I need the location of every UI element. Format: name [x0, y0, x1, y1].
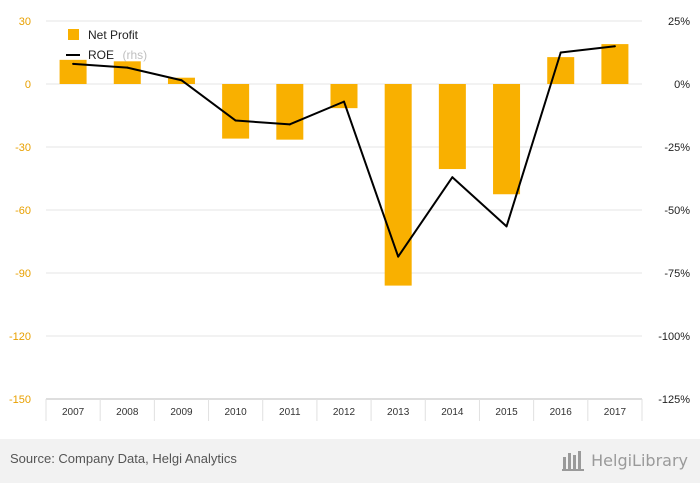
left-tick-label: 30: [19, 16, 31, 28]
right-tick-label: 0%: [674, 79, 690, 91]
left-tick-label: -120: [9, 331, 31, 343]
point-roe-2010: [234, 119, 237, 122]
library-icon: [562, 451, 585, 471]
left-tick-label: -60: [15, 205, 31, 217]
x-tick-label: 2007: [62, 407, 85, 418]
point-roe-2015: [505, 225, 508, 228]
roe-series-line: [73, 45, 616, 258]
x-tick-label: 2013: [387, 407, 410, 418]
x-tick-label: 2016: [550, 407, 573, 418]
left-axis-ticks: 30 0 -30 -60 -90 -120 -150: [9, 16, 31, 406]
legend-label-net-profit: Net Profit: [88, 28, 139, 42]
bar-net-profit-2008: [113, 61, 141, 84]
right-tick-label: -100%: [658, 331, 690, 343]
point-roe-2012: [343, 100, 345, 103]
x-tick-label: 2017: [604, 407, 627, 418]
bar-net-profit-2013: [384, 84, 412, 286]
legend-label-roe: ROE (rhs): [88, 46, 147, 63]
footer: Source: Company Data, Helgi Analytics He…: [0, 439, 700, 483]
bar-net-profit-2011: [276, 84, 304, 140]
bar-net-profit-2017: [601, 44, 629, 84]
legend-label-roe-name: ROE: [88, 48, 114, 62]
left-tick-label: -150: [9, 394, 31, 406]
x-tick-label: 2015: [495, 407, 518, 418]
legend: Net Profit ROE (rhs): [66, 28, 147, 63]
x-tick-label: 2010: [225, 407, 248, 418]
left-tick-label: -90: [15, 268, 31, 280]
legend-label-roe-suffix: (rhs): [122, 48, 147, 62]
right-tick-label: -75%: [664, 268, 690, 280]
left-tick-label: -30: [15, 142, 31, 154]
point-roe-2011: [288, 123, 291, 126]
bar-net-profit-2015: [493, 84, 521, 195]
x-tick-label: 2012: [333, 407, 356, 418]
source-text: Source: Company Data, Helgi Analytics: [10, 451, 237, 466]
bar-net-profit-2010: [222, 84, 250, 139]
roe-line: [72, 45, 616, 258]
x-tick-label: 2014: [441, 407, 464, 418]
right-tick-label: -25%: [664, 142, 690, 154]
point-roe-2017: [613, 45, 616, 48]
right-axis-ticks: 25% 0% -25% -50% -75% -100% -125%: [658, 16, 690, 406]
x-tick-label: 2011: [279, 407, 301, 418]
right-tick-label: 25%: [668, 16, 690, 28]
point-roe-2014: [451, 176, 454, 179]
right-tick-label: -125%: [658, 394, 690, 406]
legend-swatch-net-profit: [68, 29, 79, 40]
point-roe-2009: [180, 79, 183, 82]
point-roe-2013: [397, 255, 400, 258]
combo-chart: 30 0 -30 -60 -90 -120 -150 25% 0% -25% -50% -75% -1…: [9, 16, 690, 421]
brand-name: HelgiLibrary: [591, 450, 688, 470]
x-axis-ticks: 2007 2008 2009 2010 2011 2012 2013 2014 2015 2016…: [62, 407, 627, 418]
point-roe-2016: [559, 51, 562, 54]
x-tick-label: 2008: [116, 407, 139, 418]
left-tick-label: 0: [25, 79, 31, 91]
x-tick-label: 2009: [170, 407, 193, 418]
right-tick-label: -50%: [664, 205, 690, 217]
point-roe-2007: [72, 62, 75, 65]
net-profit-bars: [59, 44, 629, 286]
bar-net-profit-2014: [438, 84, 466, 170]
point-roe-2008: [126, 66, 129, 69]
brand-logo[interactable]: HelgiLibrary: [562, 447, 688, 473]
grid-lines: [45, 20, 643, 421]
